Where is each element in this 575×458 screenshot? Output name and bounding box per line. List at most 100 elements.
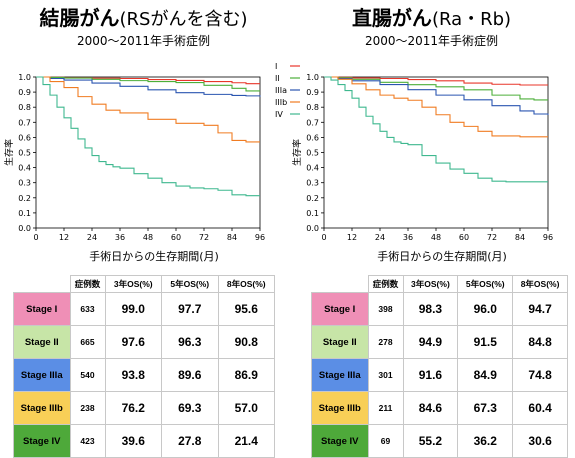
table-header-os8: 8年OS(%) bbox=[217, 275, 275, 293]
colon-cancer-panel: 結腸がん(RSがんを含む) 2000～2011年手術症例 0.0 0.1 0.2 0.… bbox=[0, 0, 300, 458]
x-tick-label: 84 bbox=[227, 233, 237, 242]
os3-value: 55.2 bbox=[402, 424, 459, 458]
survival-curve-iv bbox=[324, 76, 548, 183]
title-main: 直腸がん bbox=[351, 6, 432, 30]
y-tick-label: 0.4 bbox=[306, 164, 319, 173]
y-tick-label: 0.9 bbox=[306, 88, 319, 97]
case-count: 398 bbox=[367, 292, 404, 326]
os5-value: 84.9 bbox=[457, 358, 514, 392]
os8-value: 21.4 bbox=[217, 424, 275, 458]
os8-value: 84.8 bbox=[512, 325, 568, 359]
os3-value: 99.0 bbox=[104, 292, 162, 326]
legend-label: IIIa bbox=[275, 86, 287, 95]
table-header-os8: 8年OS(%) bbox=[512, 275, 568, 293]
survival-curve-ii bbox=[36, 76, 260, 92]
case-count: 301 bbox=[367, 358, 404, 392]
os8-value: 94.7 bbox=[512, 292, 568, 326]
x-axis-label: 手術日からの生存期間(月) bbox=[89, 249, 219, 263]
os8-value: 86.9 bbox=[217, 358, 275, 392]
chart-subtitle: 2000～2011年手術症例 bbox=[76, 34, 211, 48]
case-count: 211 bbox=[367, 391, 404, 425]
table-row: Stage IV 423 39.6 27.8 21.4 bbox=[13, 424, 275, 458]
table-header-os3: 3年OS(%) bbox=[402, 275, 459, 293]
os3-value: 94.9 bbox=[402, 325, 459, 359]
x-tick-label: 0 bbox=[33, 233, 38, 242]
x-tick-label: 24 bbox=[87, 233, 97, 242]
x-axis-label: 手術日からの生存期間(月) bbox=[377, 249, 507, 263]
x-tick-label: 24 bbox=[375, 233, 385, 242]
legend-label: I bbox=[275, 62, 277, 71]
y-axis-label: 生存率 bbox=[3, 139, 15, 166]
table-row: Stage IIIb 211 84.6 67.3 60.4 bbox=[311, 391, 568, 425]
y-tick-label: 0.0 bbox=[18, 224, 31, 233]
rectal-cancer-panel: 直腸がん(Ra・Rb) 2000～2011年手術症例 0.0 0.1 0.2 0.3 0… bbox=[288, 0, 575, 458]
y-tick-label: 0.7 bbox=[306, 118, 319, 127]
case-count: 69 bbox=[367, 424, 404, 458]
os8-value: 30.6 bbox=[512, 424, 568, 458]
table-row: Stage I 398 98.3 96.0 94.7 bbox=[311, 292, 568, 326]
y-tick-label: 0.5 bbox=[306, 149, 319, 158]
table-header-os5: 5年OS(%) bbox=[457, 275, 514, 293]
x-tick-label: 0 bbox=[321, 233, 326, 242]
os5-value: 91.5 bbox=[457, 325, 514, 359]
x-tick-label: 60 bbox=[459, 233, 469, 242]
stage-label: Stage IIIb bbox=[311, 391, 369, 425]
table-header-blank bbox=[311, 275, 369, 293]
survival-table-rectal: 症例数 3年OS(%) 5年OS(%) 8年OS(%) Stage I 398 … bbox=[311, 275, 568, 458]
legend-label: II bbox=[275, 74, 280, 83]
y-tick-label: 0.2 bbox=[306, 194, 319, 203]
legend-label: IIIb bbox=[275, 98, 287, 107]
stage-label: Stage I bbox=[311, 292, 369, 326]
chart-subtitle: 2000～2011年手術症例 bbox=[364, 34, 499, 48]
x-tick-label: 60 bbox=[171, 233, 181, 242]
x-tick-label: 96 bbox=[543, 233, 553, 242]
y-tick-label: 0.0 bbox=[306, 224, 319, 233]
os3-value: 97.6 bbox=[104, 325, 162, 359]
table-header-n: 症例数 bbox=[367, 275, 404, 293]
table-header-row: 症例数 3年OS(%) 5年OS(%) 8年OS(%) bbox=[13, 275, 275, 293]
y-tick-label: 0.6 bbox=[18, 133, 31, 142]
os5-value: 69.3 bbox=[161, 391, 219, 425]
os3-value: 39.6 bbox=[104, 424, 162, 458]
os8-value: 90.8 bbox=[217, 325, 275, 359]
case-count: 540 bbox=[69, 358, 106, 392]
table-row: Stage IV 69 55.2 36.2 30.6 bbox=[311, 424, 568, 458]
os5-value: 67.3 bbox=[457, 391, 514, 425]
stage-label: Stage IV bbox=[13, 424, 71, 458]
stage-label: Stage IIIa bbox=[13, 358, 71, 392]
survival-table-colon: 症例数 3年OS(%) 5年OS(%) 8年OS(%) Stage I 633 … bbox=[13, 275, 275, 458]
stage-label: Stage IIIa bbox=[311, 358, 369, 392]
y-tick-label: 1.0 bbox=[18, 73, 31, 82]
x-tick-label: 48 bbox=[431, 233, 441, 242]
survival-curve-iiib bbox=[324, 76, 548, 138]
y-tick-label: 0.9 bbox=[18, 88, 31, 97]
case-count: 665 bbox=[69, 325, 106, 359]
os3-value: 93.8 bbox=[104, 358, 162, 392]
os8-value: 60.4 bbox=[512, 391, 568, 425]
table-row: Stage IIIb 238 76.2 69.3 57.0 bbox=[13, 391, 275, 425]
table-row: Stage IIIa 301 91.6 84.9 74.8 bbox=[311, 358, 568, 392]
table-row: Stage I 633 99.0 97.7 95.6 bbox=[13, 292, 275, 326]
case-count: 238 bbox=[69, 391, 106, 425]
os3-value: 76.2 bbox=[104, 391, 162, 425]
y-tick-label: 0.5 bbox=[18, 149, 31, 158]
table-header-blank bbox=[13, 275, 71, 293]
survival-chart-rectal: 0.0 0.1 0.2 0.3 0.4 0.5 0.6 0.7 0.8 0.9 1.0 0 12 24 36… bbox=[291, 73, 553, 263]
table-row: Stage IIIa 540 93.8 89.6 86.9 bbox=[13, 358, 275, 392]
chart-title: 結腸がん(RSがんを含む) bbox=[0, 6, 287, 32]
y-tick-label: 0.6 bbox=[306, 133, 319, 142]
stage-label: Stage IV bbox=[311, 424, 369, 458]
x-tick-label: 12 bbox=[347, 233, 357, 242]
stage-label: Stage II bbox=[13, 325, 71, 359]
os3-value: 91.6 bbox=[402, 358, 459, 392]
chart-title: 直腸がん(Ra・Rb) bbox=[288, 6, 575, 32]
x-tick-label: 72 bbox=[199, 233, 209, 242]
os8-value: 57.0 bbox=[217, 391, 275, 425]
stage-label: Stage II bbox=[311, 325, 369, 359]
y-tick-label: 0.8 bbox=[18, 103, 31, 112]
y-tick-label: 0.3 bbox=[306, 179, 319, 188]
survival-curve-iiia bbox=[36, 76, 261, 97]
y-tick-label: 0.8 bbox=[306, 103, 319, 112]
y-axis-label: 生存率 bbox=[291, 139, 303, 166]
x-tick-label: 36 bbox=[403, 233, 413, 242]
